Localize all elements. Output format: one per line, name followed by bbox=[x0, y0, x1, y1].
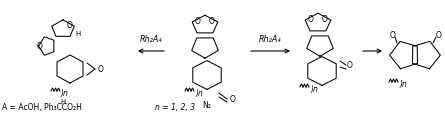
Text: O: O bbox=[230, 95, 236, 104]
Text: n = 1, 2, 3: n = 1, 2, 3 bbox=[155, 103, 195, 111]
Text: )n: )n bbox=[310, 85, 318, 94]
Text: O: O bbox=[67, 20, 73, 29]
Text: O: O bbox=[347, 61, 353, 70]
Text: H: H bbox=[61, 98, 65, 104]
Text: )n: )n bbox=[60, 89, 68, 98]
Text: Rh₂A₄: Rh₂A₄ bbox=[140, 35, 162, 44]
Text: )n: )n bbox=[195, 89, 203, 98]
Text: A = AcOH, Ph₃CCO₂H: A = AcOH, Ph₃CCO₂H bbox=[2, 103, 82, 111]
Text: O: O bbox=[322, 14, 328, 23]
Text: O: O bbox=[390, 31, 396, 40]
Text: O: O bbox=[195, 16, 201, 25]
Text: O: O bbox=[436, 31, 442, 40]
Text: O: O bbox=[98, 65, 104, 74]
Text: H: H bbox=[75, 31, 81, 37]
Text: N₂: N₂ bbox=[202, 101, 211, 110]
Text: O: O bbox=[209, 16, 215, 25]
Text: O: O bbox=[308, 14, 314, 23]
Text: )n: )n bbox=[399, 80, 407, 89]
Text: Rh₂A₄: Rh₂A₄ bbox=[259, 35, 281, 44]
Text: O: O bbox=[37, 42, 43, 51]
